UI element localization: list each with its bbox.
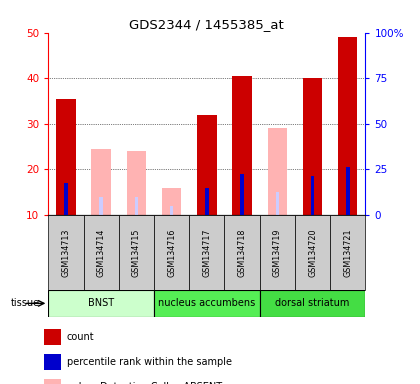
Text: nucleus accumbens: nucleus accumbens (158, 298, 255, 308)
Bar (170, 206, 173, 215)
Bar (338, 37, 357, 215)
Text: GSM134717: GSM134717 (202, 228, 211, 277)
Text: GSM134721: GSM134721 (343, 228, 352, 277)
Text: value, Detection Call = ABSENT: value, Detection Call = ABSENT (67, 382, 222, 384)
Bar (44, 354, 61, 370)
Bar (311, 176, 314, 215)
Bar (295, 215, 330, 290)
Text: GSM134715: GSM134715 (132, 228, 141, 277)
Text: GSM134718: GSM134718 (238, 228, 247, 276)
Bar (276, 192, 279, 215)
Bar (260, 290, 365, 317)
Text: percentile rank within the sample: percentile rank within the sample (67, 357, 232, 367)
Text: GSM134714: GSM134714 (97, 228, 106, 276)
Title: GDS2344 / 1455385_at: GDS2344 / 1455385_at (129, 18, 284, 31)
Text: count: count (67, 332, 94, 342)
Bar (240, 174, 244, 215)
Bar (224, 215, 260, 290)
Bar (92, 149, 111, 215)
Bar (127, 151, 146, 215)
Bar (330, 215, 365, 290)
Text: GSM134716: GSM134716 (167, 228, 176, 276)
Bar (268, 128, 287, 215)
Text: GSM134720: GSM134720 (308, 228, 317, 277)
Text: tissue: tissue (11, 298, 40, 308)
Bar (232, 76, 252, 215)
Bar (162, 188, 181, 215)
Bar (205, 188, 209, 215)
Bar (154, 290, 260, 317)
Bar (260, 215, 295, 290)
Text: GSM134713: GSM134713 (61, 228, 71, 276)
Bar (100, 197, 103, 215)
Bar (56, 99, 76, 215)
Bar (346, 167, 349, 215)
Bar (135, 197, 138, 215)
Bar (197, 115, 217, 215)
Bar (64, 183, 68, 215)
Bar (303, 78, 322, 215)
Text: dorsal striatum: dorsal striatum (276, 298, 350, 308)
Bar (154, 215, 189, 290)
Bar (119, 215, 154, 290)
Bar (48, 215, 84, 290)
Bar (84, 215, 119, 290)
Bar (44, 379, 61, 384)
Bar (48, 290, 154, 317)
Bar (44, 329, 61, 345)
Text: BNST: BNST (88, 298, 114, 308)
Bar (189, 215, 224, 290)
Text: GSM134719: GSM134719 (273, 228, 282, 277)
